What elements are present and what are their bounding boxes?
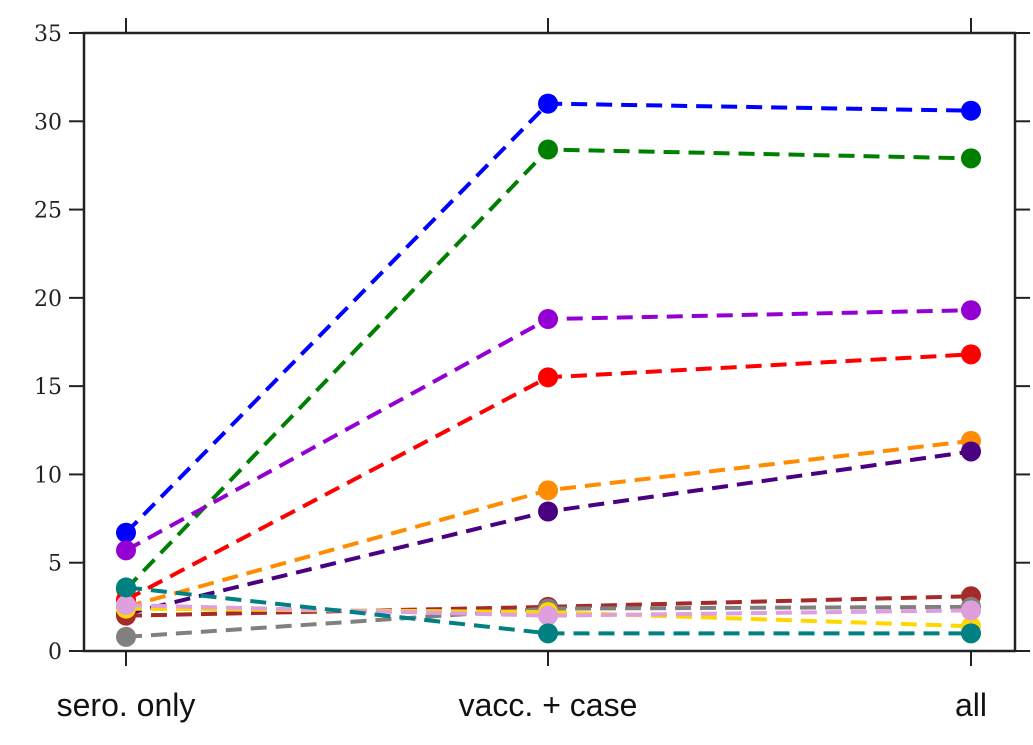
- data-point: [961, 344, 981, 365]
- data-point: [538, 480, 558, 501]
- data-point: [538, 501, 558, 522]
- ytick-label: 20: [34, 287, 62, 312]
- data-point: [116, 540, 136, 561]
- series-line: [125, 449, 972, 616]
- series-10: [116, 577, 981, 644]
- data-point: [116, 626, 136, 647]
- data-point: [961, 441, 981, 462]
- data-point: [116, 577, 136, 598]
- ytick-label: 25: [34, 199, 62, 224]
- data-point: [961, 100, 981, 121]
- series-2: [116, 300, 981, 561]
- data-point: [116, 595, 136, 616]
- ytick-label: 0: [48, 640, 62, 665]
- ytick-label: 35: [34, 22, 62, 47]
- ytick-label: 5: [48, 552, 62, 577]
- data-point: [538, 605, 558, 626]
- series-line: [125, 352, 972, 602]
- series-5: [116, 441, 981, 624]
- xtick-label: all: [955, 687, 987, 723]
- ytick-label: 15: [34, 375, 62, 400]
- series-9: [116, 595, 981, 626]
- data-point: [961, 623, 981, 644]
- data-point: [538, 309, 558, 330]
- series-line: [125, 603, 972, 618]
- axis-ticks: [69, 18, 1030, 666]
- data-point: [538, 623, 558, 644]
- series-line: [125, 585, 971, 636]
- series-line: [125, 604, 972, 639]
- plot-frame: [82, 31, 1017, 653]
- data-point: [538, 367, 558, 388]
- series-4: [116, 430, 981, 617]
- xtick-label: sero. only: [57, 687, 196, 723]
- data-point: [538, 93, 558, 114]
- data-point: [116, 522, 136, 543]
- data-point: [961, 148, 981, 169]
- series-line: [125, 594, 972, 618]
- data-point: [961, 600, 981, 621]
- tick-labels: 0 5 10 15 20 25 30 35 sero. only vacc. + case all: [34, 22, 987, 723]
- series-3: [116, 344, 981, 610]
- ytick-label: 10: [34, 463, 62, 488]
- data-point: [961, 300, 981, 321]
- series-layer: [116, 93, 981, 647]
- data-point: [538, 139, 558, 160]
- series-0: [116, 93, 981, 543]
- ytick-label: 30: [34, 110, 62, 135]
- xtick-label: vacc. + case: [459, 687, 638, 723]
